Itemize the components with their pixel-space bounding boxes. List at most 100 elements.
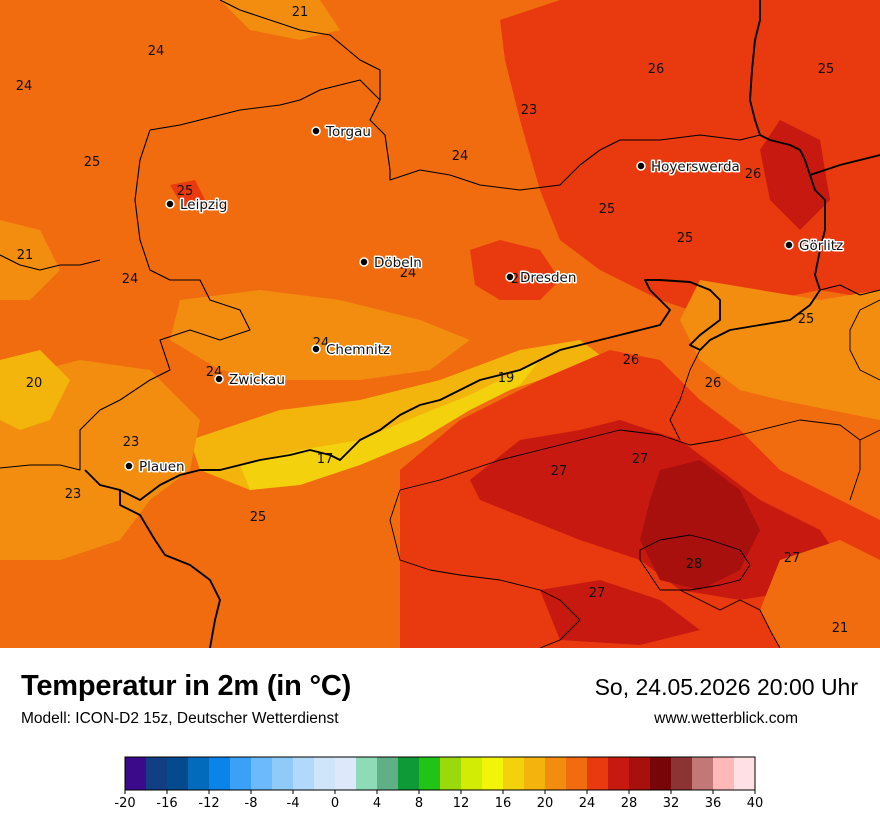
city-dot xyxy=(165,199,175,209)
city-plauen[interactable]: Plauen xyxy=(124,458,186,477)
website-link[interactable]: www.wetterblick.com xyxy=(654,710,798,727)
city-label: Döbeln xyxy=(374,255,422,271)
national-border-poland xyxy=(809,154,880,176)
legend-swatch xyxy=(335,757,357,790)
zone-21-west xyxy=(0,220,60,300)
legend-swatch xyxy=(671,757,693,790)
legend-tick-label: -16 xyxy=(156,796,177,811)
legend-swatch xyxy=(587,757,609,790)
legend-swatch xyxy=(608,757,630,790)
state-border-west-2 xyxy=(0,254,101,271)
temperature-value: 25 xyxy=(599,202,616,217)
legend-tick-label: 8 xyxy=(415,796,423,811)
legend-swatch xyxy=(629,757,651,790)
legend-tick-label: -12 xyxy=(198,796,219,811)
map-title: Temperatur in 2m (in °C) xyxy=(21,670,352,702)
temperature-value: 26 xyxy=(648,62,665,77)
city-label: Hoyerswerda xyxy=(651,159,740,175)
temperature-value: 20 xyxy=(26,376,43,391)
forecast-datetime: So, 24.05.2026 20:00 Uhr xyxy=(594,674,858,700)
region-border-east xyxy=(669,299,880,441)
city-label: Dresden xyxy=(520,270,576,286)
temperature-value: 19 xyxy=(498,371,515,386)
temperature-value: 24 xyxy=(400,266,417,281)
legend-tick-label: 32 xyxy=(663,796,680,811)
temperature-fields xyxy=(0,0,880,648)
city-dot xyxy=(505,272,515,282)
city-label: Leipzig xyxy=(180,197,227,213)
temperature-value: 27 xyxy=(784,551,801,566)
temperature-value: 25 xyxy=(677,231,694,246)
zone-24-east xyxy=(680,280,880,420)
temperature-value: 26 xyxy=(745,167,762,182)
legend-swatch xyxy=(566,757,588,790)
temperature-value: 26 xyxy=(705,376,722,391)
temperature-map[interactable]: 21 24 24 26 25 23 25 24 25 26 21 25 24 24 25 26 24 25 24 20… xyxy=(0,0,880,648)
zone-25-south xyxy=(200,480,400,570)
temperature-value: 26 xyxy=(511,272,528,287)
city-dot xyxy=(784,240,794,250)
city-dot xyxy=(636,161,646,171)
city-dresden[interactable]: Dresden xyxy=(505,269,578,288)
zone-26-northeast xyxy=(500,0,880,320)
legend-tick-label: 24 xyxy=(579,796,596,811)
borders xyxy=(0,0,880,648)
temperature-value: 24 xyxy=(452,149,469,164)
zone-20-west xyxy=(0,350,70,430)
temperature-value: 25 xyxy=(84,155,101,170)
temperature-value: 23 xyxy=(123,435,140,450)
city-label: Zwickau xyxy=(229,372,285,388)
city-zwickau[interactable]: Zwickau xyxy=(214,371,286,390)
temperature-value: 27 xyxy=(632,452,649,467)
city-döbeln[interactable]: Döbeln xyxy=(359,254,423,273)
temperature-value: 21 xyxy=(17,248,34,263)
region-border-czech-south xyxy=(389,419,880,648)
legend-tick-label: -8 xyxy=(245,796,258,811)
zone-27-south-edge xyxy=(540,580,700,645)
city-dot xyxy=(359,257,369,267)
legend-swatch xyxy=(125,757,147,790)
city-label: Plauen xyxy=(139,459,185,475)
zone-24-bottomleft xyxy=(0,560,200,648)
zone-21-corner xyxy=(760,540,880,648)
legend-swatch xyxy=(650,757,672,790)
legend-swatch xyxy=(293,757,315,790)
legend-tick-label: -20 xyxy=(114,796,135,811)
legend-tick-label: 20 xyxy=(537,796,554,811)
legend-swatch xyxy=(146,757,168,790)
zone-17-ridge xyxy=(240,360,540,490)
city-hoyerswerda[interactable]: Hoyerswerda xyxy=(636,158,741,177)
legend-swatch xyxy=(209,757,231,790)
zone-26-dresden xyxy=(470,240,560,300)
color-legend: -20 -16 -12 -8 -4 0 4 8 12 16 20 24 28 32 36 40 xyxy=(0,756,880,816)
zone-23-central xyxy=(170,290,470,380)
legend-tick-label: -4 xyxy=(287,796,300,811)
legend-swatch xyxy=(272,757,294,790)
city-dot xyxy=(214,374,224,384)
city-görlitz[interactable]: Görlitz xyxy=(784,237,845,256)
legend-tick-label: 36 xyxy=(705,796,722,811)
legend-swatch xyxy=(188,757,210,790)
legend-swatch xyxy=(167,757,189,790)
temperature-value: 27 xyxy=(589,586,606,601)
city-label: Torgau xyxy=(325,124,371,140)
city-leipzig[interactable]: Leipzig xyxy=(165,196,229,215)
legend-frame xyxy=(124,756,756,791)
temperature-value: 24 xyxy=(122,272,139,287)
legend-swatch xyxy=(440,757,462,790)
temperature-value: 21 xyxy=(292,5,309,20)
legend-swatch xyxy=(503,757,525,790)
city-dot xyxy=(124,461,134,471)
temperature-value: 23 xyxy=(65,487,82,502)
temperature-value: 23 xyxy=(521,103,538,118)
temperature-value: 27 xyxy=(551,464,568,479)
city-chemnitz[interactable]: Chemnitz xyxy=(311,341,392,360)
temperature-value: 25 xyxy=(818,62,835,77)
legend-swatch xyxy=(734,757,756,790)
temperature-value: 24 xyxy=(148,44,165,59)
city-torgau[interactable]: Torgau xyxy=(311,123,372,142)
legend-tick-label: 12 xyxy=(453,796,470,811)
legend-swatch xyxy=(482,757,504,790)
legend-swatch xyxy=(461,757,483,790)
zone-27-pocket xyxy=(760,120,830,230)
